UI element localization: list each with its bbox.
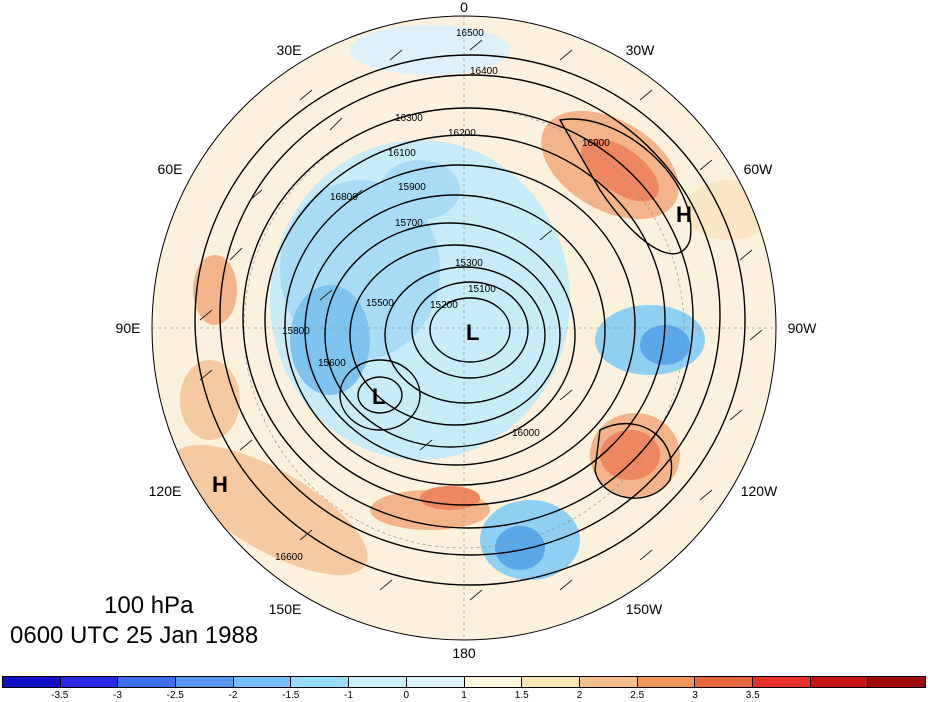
map-disk bbox=[152, 16, 776, 640]
colorbar-swatch bbox=[810, 677, 869, 687]
colorbar-tick-label: 1 bbox=[461, 690, 467, 701]
high-pressure-marker: H bbox=[676, 202, 692, 227]
colorbar-swatch bbox=[464, 677, 523, 687]
colorbar-tick-label: -2 bbox=[228, 690, 238, 701]
colorbar-swatch bbox=[176, 677, 234, 687]
pressure-systems: L L H H bbox=[212, 202, 692, 497]
colorbar-swatch bbox=[233, 677, 292, 687]
contour-label: 15200 bbox=[430, 300, 458, 311]
colorbar-swatch bbox=[291, 677, 350, 687]
contour-label: 15100 bbox=[468, 284, 496, 295]
contour-label: 15600 bbox=[318, 358, 346, 369]
lon-label-150w: 150W bbox=[626, 601, 663, 617]
graticule bbox=[152, 16, 776, 640]
colorbar-tick-label: -1 bbox=[344, 690, 353, 701]
colorbar-tick-label: -3 bbox=[113, 690, 122, 701]
contour-label: 16500 bbox=[456, 28, 484, 39]
colorbar-swatch bbox=[349, 677, 407, 687]
colorbar-tick-label: -3.5 bbox=[51, 690, 69, 701]
wind-barbs bbox=[199, 39, 763, 601]
contour-labels: 16500 16400 16300 16200 16100 15900 1570… bbox=[275, 28, 610, 563]
lon-label-90e: 90E bbox=[116, 320, 141, 336]
colorbar bbox=[2, 676, 926, 688]
longitude-labels: 0 30W 60W 90W 120W 150W 180 150E 120E 90… bbox=[116, 0, 818, 661]
lon-label-0: 0 bbox=[460, 0, 468, 15]
lon-label-60e: 60E bbox=[158, 161, 183, 177]
lon-label-120e: 120E bbox=[149, 483, 182, 499]
colorbar-tick-label: -1.5 bbox=[282, 690, 300, 701]
colorbar-swatch bbox=[695, 677, 753, 687]
lon-label-90w: 90W bbox=[788, 320, 818, 336]
contour-label: 15800 bbox=[282, 326, 310, 337]
map-border bbox=[151, 15, 777, 641]
high-pressure-marker: H bbox=[212, 472, 228, 497]
contour-label: 16600 bbox=[275, 552, 303, 563]
colorbar-swatch bbox=[406, 677, 465, 687]
contour-label: 16000 bbox=[512, 428, 540, 439]
anomaly-shading bbox=[172, 25, 775, 580]
lon-label-150e: 150E bbox=[269, 601, 302, 617]
colorbar-tick-label: 3.5 bbox=[745, 690, 760, 701]
colorbar-swatch bbox=[522, 677, 580, 687]
contour-label: 16900 bbox=[582, 138, 610, 149]
colorbar-swatch bbox=[118, 677, 177, 687]
colorbar-tick-label: -2.5 bbox=[166, 690, 184, 701]
colorbar-tick-label: 2.5 bbox=[630, 690, 645, 701]
colorbar-tick-label: 1.5 bbox=[514, 690, 529, 701]
colorbar-tick-label: 3 bbox=[692, 690, 698, 701]
lon-label-60w: 60W bbox=[744, 161, 774, 177]
contour-label: 15500 bbox=[366, 298, 394, 309]
colorbar-swatch bbox=[3, 677, 61, 687]
contour-label: 16400 bbox=[470, 66, 498, 77]
lon-label-30w: 30W bbox=[626, 42, 656, 58]
colorbar-swatch bbox=[60, 677, 119, 687]
colorbar-swatch bbox=[637, 677, 696, 687]
contour-label: 16800 bbox=[330, 192, 358, 203]
pressure-level-label: 100 hPa bbox=[104, 592, 194, 619]
contour-label: 16200 bbox=[448, 128, 476, 139]
low-pressure-marker: L bbox=[372, 384, 385, 409]
valid-time-label: 0600 UTC 25 Jan 1988 bbox=[10, 622, 259, 649]
contour-label: 16300 bbox=[395, 113, 423, 124]
contour-label: 15300 bbox=[455, 258, 483, 269]
lon-label-30e: 30E bbox=[277, 42, 302, 58]
contour-label: 16100 bbox=[388, 148, 416, 159]
colorbar-tick-label: 0 bbox=[403, 690, 410, 701]
contour-label: 15900 bbox=[398, 182, 426, 193]
lon-label-180: 180 bbox=[452, 645, 476, 661]
colorbar-swatch bbox=[579, 677, 638, 687]
colorbar-swatch bbox=[752, 677, 811, 687]
contour-label: 15700 bbox=[395, 218, 423, 229]
colorbar-tick-label: 2 bbox=[576, 690, 583, 701]
lon-label-120w: 120W bbox=[741, 483, 778, 499]
colorbar-swatch bbox=[868, 677, 925, 687]
height-contours bbox=[194, 54, 746, 586]
low-pressure-marker: L bbox=[466, 320, 479, 345]
